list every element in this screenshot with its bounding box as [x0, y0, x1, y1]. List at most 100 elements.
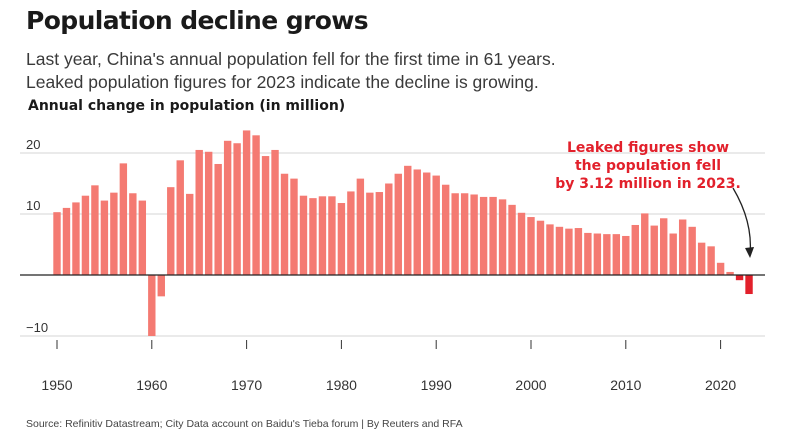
- bar-1956: [110, 192, 118, 275]
- bar-1999: [517, 212, 526, 275]
- annotation-line-3: by 3.12 million in 2023.: [555, 176, 741, 192]
- bar-2023: [745, 275, 753, 295]
- x-tick-label: 1970: [231, 377, 262, 393]
- bar-2021: [726, 271, 734, 275]
- x-tick-label: 1990: [421, 377, 452, 393]
- bar-1968: [223, 140, 232, 275]
- y-tick-label: 20: [26, 137, 40, 152]
- bar-1973: [271, 149, 279, 275]
- bar-2002: [546, 224, 554, 275]
- bar-1984: [375, 192, 384, 275]
- subtitle-line-2: Leaked population figures for 2023 indic…: [26, 72, 539, 92]
- bar-1966: [204, 151, 213, 275]
- bar-1955: [100, 200, 109, 275]
- bar-2001: [536, 220, 545, 275]
- annotation-text: Leaked figures show the population fell …: [548, 139, 748, 193]
- bar-1954: [91, 185, 99, 275]
- bar-1977: [309, 198, 317, 275]
- bar-2010: [622, 235, 630, 275]
- bars: [53, 130, 753, 336]
- annotation-arrow: [732, 187, 752, 255]
- bar-2018: [697, 242, 706, 275]
- bar-1982: [356, 178, 365, 275]
- bar-2008: [603, 234, 611, 275]
- axes: 1950 1960 1970 1980 1990 2000 2010 2020: [20, 274, 765, 393]
- bar-1992: [451, 193, 459, 275]
- bar-1985: [385, 183, 393, 275]
- bar-1991: [441, 184, 450, 275]
- bar-1993: [460, 193, 469, 275]
- bar-1988: [413, 169, 421, 275]
- bar-1997: [498, 199, 507, 275]
- annotation-line-2: the population fell: [574, 158, 722, 174]
- bar-2013: [650, 225, 658, 275]
- y-tick-label: −10: [26, 320, 48, 335]
- x-tick-label: 1950: [41, 377, 72, 393]
- bar-2015: [669, 233, 677, 275]
- bar-1974: [280, 173, 289, 275]
- bar-1996: [489, 196, 497, 275]
- bar-1953: [81, 195, 90, 275]
- x-tick-label: 2000: [515, 377, 546, 393]
- bar-2022: [735, 275, 744, 281]
- bar-1975: [290, 178, 298, 275]
- chart-title: Population decline grows: [26, 6, 369, 35]
- bar-2009: [612, 234, 621, 275]
- x-tick-label: 2010: [610, 377, 641, 393]
- bar-2005: [574, 228, 583, 275]
- bar-1967: [214, 163, 222, 275]
- bar-1961: [157, 275, 165, 297]
- bar-1995: [479, 196, 488, 275]
- annotation-arrow-group: [732, 187, 755, 258]
- bar-1998: [508, 204, 516, 275]
- bar-2003: [555, 226, 564, 275]
- bar-1972: [261, 156, 270, 275]
- bar-1962: [167, 187, 175, 275]
- bar-2006: [584, 232, 592, 275]
- bar-2016: [678, 219, 687, 275]
- bar-2019: [707, 246, 715, 275]
- bar-2014: [660, 218, 668, 275]
- x-tick-label: 1960: [136, 377, 167, 393]
- bar-1963: [176, 160, 184, 275]
- bar-1951: [62, 207, 71, 275]
- bar-2012: [641, 213, 649, 275]
- bar-1983: [366, 192, 374, 275]
- bar-2011: [631, 224, 639, 275]
- bar-1989: [423, 172, 431, 275]
- bar-1980: [337, 203, 346, 275]
- bar-2017: [688, 226, 696, 275]
- bar-1950: [53, 212, 61, 275]
- bar-1969: [233, 143, 241, 275]
- bar-1976: [299, 195, 308, 275]
- y-tick-label: 10: [26, 198, 40, 213]
- x-tick-label: 2020: [705, 377, 736, 393]
- bar-1987: [404, 165, 412, 275]
- bar-1986: [394, 173, 402, 275]
- subtitle-line-1: Last year, China's annual population fel…: [26, 49, 556, 69]
- bar-2007: [593, 233, 602, 275]
- bar-1957: [119, 163, 128, 275]
- bar-1970: [242, 130, 251, 275]
- chart-subtitle: Last year, China's annual population fel…: [26, 48, 766, 94]
- bar-1965: [195, 149, 203, 275]
- bar-2000: [527, 217, 535, 275]
- bar-1979: [328, 196, 336, 275]
- annotation-line-1: Leaked figures show: [566, 140, 729, 156]
- bar-1978: [318, 196, 327, 275]
- source-note: Source: Refinitiv Datastream; City Data …: [26, 418, 463, 430]
- bar-2004: [565, 228, 573, 275]
- bar-2020: [716, 262, 725, 275]
- bar-1964: [186, 193, 194, 275]
- bar-1971: [252, 135, 260, 275]
- y-axis-label: Annual change in population (in million): [28, 98, 346, 114]
- bar-1952: [72, 202, 80, 275]
- x-tick-label: 1980: [326, 377, 357, 393]
- annotation-arrowhead: [745, 247, 755, 258]
- bar-1960: [148, 275, 156, 336]
- bar-1981: [347, 191, 355, 275]
- bar-1990: [432, 175, 440, 275]
- bar-1959: [138, 200, 147, 275]
- bar-1994: [470, 194, 478, 275]
